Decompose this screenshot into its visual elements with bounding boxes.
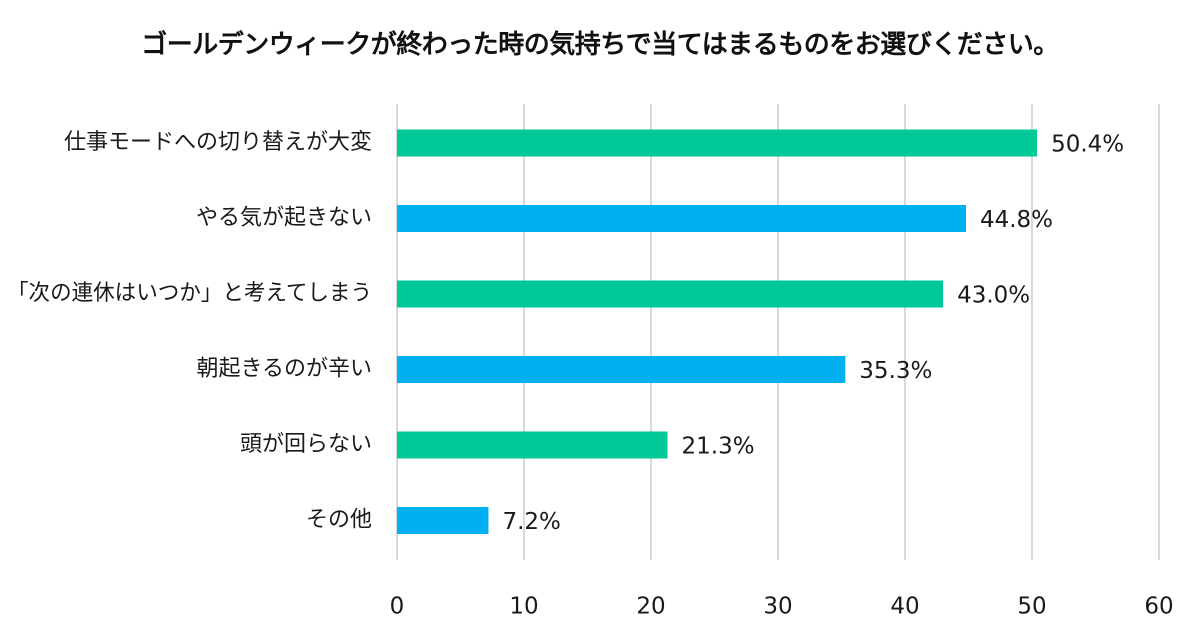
chart-title: ゴールデンウィークが終わった時の気持ちで当てはまるものをお選びください。 [141, 30, 1059, 60]
category-label: 「次の連休はいつか」と考えてしまう [7, 281, 372, 306]
value-label: 44.8% [980, 207, 1053, 233]
bar [397, 431, 668, 459]
value-label: 7.2% [502, 509, 560, 535]
value-label: 21.3% [682, 434, 755, 460]
x-tick-label: 20 [636, 594, 665, 620]
value-label: 50.4% [1051, 132, 1124, 158]
bar [397, 356, 846, 383]
x-tick-label: 10 [509, 594, 538, 620]
bars [397, 129, 1038, 534]
x-axis-tick-labels: 0 10 20 30 40 50 60 [390, 594, 1174, 620]
value-label: 43.0% [957, 283, 1030, 309]
bar [397, 129, 1038, 157]
category-label: その他 [306, 508, 372, 533]
x-tick-label: 50 [1017, 594, 1046, 620]
bar [397, 507, 489, 534]
category-labels: 仕事モードへの切り替えが大変やる気が起きない「次の連休はいつか」と考えてしまう朝… [7, 130, 372, 533]
category-label: やる気が起きない [196, 206, 372, 231]
x-tick-label: 60 [1144, 594, 1173, 620]
value-labels: 50.4% 44.8% 43.0% 35.3% 21.3% 7.2% [502, 132, 1124, 536]
x-tick-label: 0 [390, 594, 405, 620]
category-label: 頭が回らない [240, 432, 372, 457]
category-label: 仕事モードへの切り替えが大変 [64, 130, 372, 155]
category-label: 朝起きるのが辛い [196, 357, 372, 382]
x-tick-label: 40 [890, 594, 919, 620]
gridlines [396, 104, 1160, 560]
x-tick-label: 30 [763, 594, 792, 620]
bar [397, 205, 966, 232]
value-label: 35.3% [859, 358, 932, 384]
bar [397, 280, 944, 308]
